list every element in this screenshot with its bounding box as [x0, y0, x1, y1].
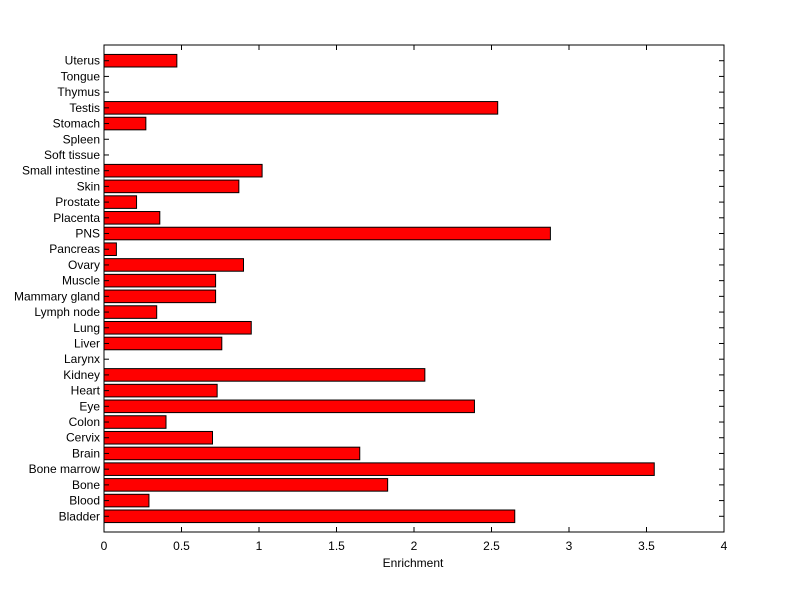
y-tick-label: Testis: [69, 101, 100, 115]
y-tick-label: Small intestine: [22, 164, 100, 178]
y-tick-label: Heart: [71, 384, 101, 398]
y-tick-label: Stomach: [53, 117, 100, 131]
x-tick-label: 3.5: [638, 539, 655, 553]
y-tick-label: Blood: [69, 494, 100, 508]
y-tick-label: Ovary: [68, 258, 100, 272]
bar-cervix: [103, 430, 213, 445]
y-tick-label: Soft tissue: [44, 148, 100, 162]
bar-placenta: [103, 211, 161, 225]
y-tick-label: Muscle: [62, 274, 100, 288]
bar-mammary-gland: [103, 289, 217, 304]
y-tick-label: Cervix: [66, 431, 100, 445]
y-tick-label: Brain: [72, 446, 100, 460]
y-tick-label: Tongue: [61, 69, 101, 83]
bar-blood: [103, 493, 150, 508]
y-tick-label: Thymus: [57, 85, 100, 99]
bar-kidney: [103, 368, 426, 382]
y-tick-label: Prostate: [55, 195, 100, 209]
y-tick-label: Placenta: [53, 211, 100, 225]
y-tick-label: Bladder: [59, 509, 100, 523]
x-tick-label: 1.5: [328, 539, 345, 553]
y-tick-label: Spleen: [63, 132, 100, 146]
bar-lung: [103, 320, 252, 335]
bar-brain: [103, 446, 361, 461]
bar-colon: [103, 415, 167, 429]
bar-bladder: [103, 509, 516, 524]
bar-small-intestine: [103, 163, 263, 178]
bar-muscle: [103, 273, 217, 288]
y-tick-label: Bone marrow: [29, 462, 101, 476]
y-tick-label: Uterus: [65, 54, 100, 68]
x-tick-label: 1: [256, 539, 263, 553]
bar-ovary: [103, 258, 244, 272]
bar-stomach: [103, 116, 147, 131]
y-tick-label: Colon: [69, 415, 100, 429]
bar-lymph-node: [103, 305, 158, 319]
y-tick-label: PNS: [75, 227, 100, 241]
y-tick-label: Lung: [73, 321, 100, 335]
y-tick-label: Larynx: [64, 352, 100, 366]
y-tick-label: Mammary gland: [14, 289, 100, 303]
x-axis-label: Enrichment: [383, 556, 444, 570]
x-tick-label: 3: [566, 539, 573, 553]
y-tick-label: Liver: [74, 336, 100, 350]
y-tick-label: Bone: [72, 478, 100, 492]
bar-testis: [103, 101, 499, 115]
y-tick-label: Kidney: [63, 368, 100, 382]
x-tick-label: 4: [721, 539, 728, 553]
bar-pns: [103, 226, 551, 241]
x-tick-label: 2.5: [483, 539, 500, 553]
y-tick-label: Pancreas: [49, 242, 100, 256]
bar-bone: [103, 478, 389, 492]
bar-eye: [103, 399, 475, 414]
bar-skin: [103, 179, 240, 194]
x-tick-label: 2: [411, 539, 418, 553]
bars-group: [103, 53, 655, 524]
y-tick-label: Skin: [77, 179, 100, 193]
bar-heart: [103, 383, 218, 398]
y-tick-label: Eye: [79, 399, 100, 413]
bar-uterus: [103, 53, 178, 68]
bar-bone-marrow: [103, 462, 655, 476]
x-axis: 0 0.5 1 1.5 2 2.5 3 3.5 4: [101, 45, 728, 553]
x-tick-label: 0.5: [173, 539, 190, 553]
bar-liver: [103, 336, 223, 351]
x-tick-label: 0: [101, 539, 108, 553]
y-tick-label: Lymph node: [34, 305, 100, 319]
